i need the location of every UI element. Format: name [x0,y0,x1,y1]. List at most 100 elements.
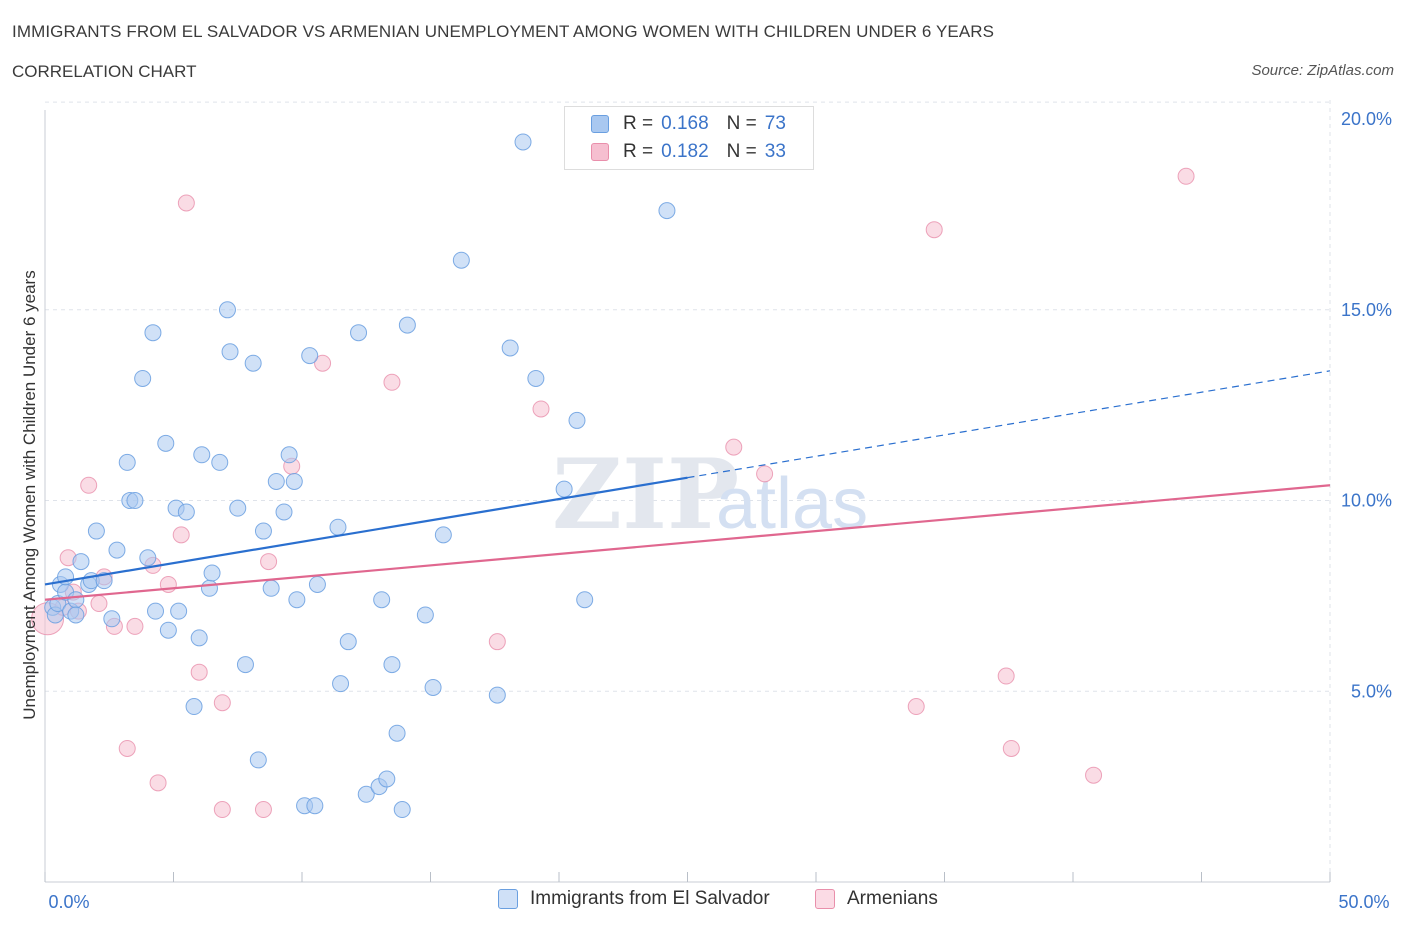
data-point-el-salvador [203,564,221,582]
data-point-armenians [126,617,144,635]
data-point-el-salvador [275,503,293,521]
n-label: N = [726,141,757,162]
data-point-armenians [1177,167,1195,185]
data-point-el-salvador [254,522,272,540]
data-point-el-salvador [280,446,298,464]
legend-item-armenians: Armenians [815,888,938,910]
data-point-el-salvador [177,503,195,521]
legend-swatch-pink [815,889,835,909]
data-point-el-salvador [126,492,144,510]
data-point-armenians [118,739,136,757]
trendline-armenians [44,484,1331,601]
data-point-el-salvador [285,472,303,490]
correlation-legend: R = 0.168 N = 73 R = 0.182 N = 33 [564,106,814,170]
data-point-el-salvador [147,602,165,620]
y-tick-label: 15.0% [1341,300,1392,320]
data-point-armenians [213,801,231,819]
legend-swatch-blue [591,115,609,133]
data-point-armenians [314,354,332,372]
data-point-el-salvador [185,698,203,716]
data-point-el-salvador [139,549,157,567]
data-point-el-salvador [339,633,357,651]
data-point-armenians [172,526,190,544]
data-point-el-salvador [244,354,262,372]
data-point-el-salvador [658,202,676,220]
legend-row-el-salvador: R = 0.168 N = 73 [591,112,786,136]
data-point-el-salvador [144,324,162,342]
data-point-armenians [213,694,231,712]
data-point-el-salvador [576,591,594,609]
grid-lines [45,100,1331,882]
data-point-armenians [725,438,743,456]
data-point-el-salvador [108,541,126,559]
data-point-el-salvador [378,770,396,788]
data-point-el-salvador [159,621,177,639]
n-label: N = [726,113,757,134]
data-point-el-salvador [87,522,105,540]
legend-row-armenians: R = 0.182 N = 33 [591,140,786,164]
data-point-armenians [80,476,98,494]
trendline-el-salvador-solid [44,476,688,586]
data-point-el-salvador [424,678,442,696]
data-point-armenians [177,194,195,212]
data-point-el-salvador [193,446,211,464]
data-point-el-salvador [527,369,545,387]
data-point-el-salvador [236,656,254,674]
n-value: 33 [764,141,786,162]
y-axis-label: Unemployment Among Women with Children U… [20,270,39,720]
data-point-el-salvador [67,606,85,624]
data-point-el-salvador [452,251,470,269]
trendline-el-salvador-dashed [687,370,1331,479]
series-legend: Immigrants from El Salvador Armenians [0,888,1406,916]
data-point-el-salvador [308,575,326,593]
data-point-armenians [488,633,506,651]
data-point-el-salvador [568,411,586,429]
data-point-el-salvador [301,347,319,365]
legend-swatch-pink [591,143,609,161]
data-point-el-salvador [221,343,239,361]
data-point-el-salvador [416,606,434,624]
data-point-el-salvador [134,369,152,387]
data-point-el-salvador [388,724,406,742]
data-point-el-salvador [190,629,208,647]
data-point-armenians [756,465,774,483]
data-point-el-salvador [262,579,280,597]
legend-item-el-salvador: Immigrants from El Salvador [498,888,770,910]
r-label: R = [623,141,654,162]
data-point-armenians [907,698,925,716]
legend-label: Immigrants from El Salvador [530,888,770,909]
data-point-el-salvador [488,686,506,704]
data-point-armenians [383,373,401,391]
data-point-el-salvador [288,591,306,609]
data-point-armenians [532,400,550,418]
data-point-el-salvador [95,572,113,590]
watermark-atlas: atlas [716,464,868,544]
axes [44,110,1331,883]
data-point-el-salvador [357,785,375,803]
data-point-el-salvador [350,324,368,342]
data-point-armenians [90,595,108,613]
y-tick-label: 5.0% [1351,681,1392,701]
data-point-el-salvador [501,339,519,357]
trendlines [44,370,1331,601]
data-point-el-salvador [249,751,267,769]
x-tick-label: 0.0% [48,892,89,912]
data-point-el-salvador [67,591,85,609]
data-point-armenians [1085,766,1103,784]
data-point-el-salvador [211,453,229,471]
data-point-armenians [925,221,943,239]
data-point-el-salvador [383,656,401,674]
data-point-el-salvador [72,553,90,571]
data-point-el-salvador [373,591,391,609]
data-point-el-salvador [229,499,247,517]
data-point-el-salvador [157,434,175,452]
data-point-el-salvador [514,133,532,151]
source-label: Source: ZipAtlas.com [1251,62,1394,79]
legend-label: Armenians [847,888,938,909]
data-point-el-salvador [170,602,188,620]
data-point-el-salvador [329,518,347,536]
data-point-armenians [1002,739,1020,757]
data-point-el-salvador [555,480,573,498]
n-value: 73 [764,113,786,134]
